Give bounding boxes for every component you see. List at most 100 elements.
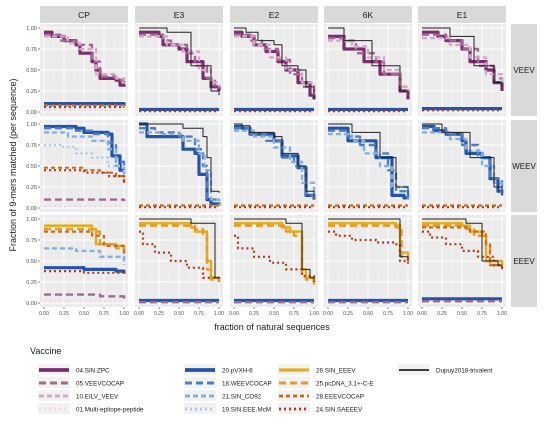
legend-label: Dupuy2018-trivalent <box>436 368 493 375</box>
series-line-10-eilv-veev <box>234 35 316 96</box>
y-tick-label: 0.75 <box>26 143 37 149</box>
series-line-dupuy2018-trivalent <box>328 123 409 196</box>
legend-label: 24.SIN.SAEEEV <box>316 407 363 414</box>
series-line-dupuy2018-trivalent <box>234 218 315 280</box>
facet-column-label: E3 <box>174 10 185 20</box>
y-axis-title: Fraction of 9-mers matched (per sequence… <box>8 78 18 251</box>
facet-strip-6k: 6K <box>324 6 412 23</box>
legend-label: 18.WEEVCOCAP <box>222 381 272 388</box>
facet-column-label: 6K <box>363 10 374 20</box>
series-line-dupuy2018-trivalent <box>328 218 409 261</box>
legend-item-04-sin-zpc: 04.SIN.ZPC <box>38 364 110 375</box>
series-line-04-sin-zpc <box>44 30 126 87</box>
x-tick-label: 0.25 <box>249 311 259 317</box>
legend-item-24-sin-saeeev: 24.SIN.SAEEEV <box>278 403 363 414</box>
series-line-21-sin-co92 <box>422 131 504 196</box>
facet-strip-veev: VEEV <box>511 24 537 116</box>
panel-weev-cp <box>40 120 128 212</box>
legend-item-18-weevcocap: 18.WEEVCOCAP <box>184 377 272 388</box>
x-tick-label: 0.75 <box>289 311 299 317</box>
y-tick-label: 0.25 <box>26 89 37 95</box>
facet-row-label: WEEV <box>512 162 536 171</box>
series-line-10-eilv-veev <box>139 35 221 87</box>
series-line-05-veevcocap <box>44 293 126 299</box>
y-tick-label: 0.75 <box>26 47 37 53</box>
series-line-10-eilv-veev <box>422 36 504 86</box>
series-line-24-sin-saeeev <box>234 234 316 282</box>
legend: Vaccine 04.SIN.ZPC 05.VEEVCOCAP 10.EILV_VEE… <box>30 346 493 414</box>
series-line-24-sin-saeeev <box>44 105 126 109</box>
panel-weev-e2 <box>230 120 318 212</box>
y-tick-label: 0.00 <box>26 110 37 116</box>
legend-label: 28.EEEVCOCAP <box>316 394 364 401</box>
legend-title: Vaccine <box>30 346 61 356</box>
x-tick-label: 0.25 <box>59 311 69 317</box>
facet-row-label: EEEV <box>513 257 535 266</box>
series-line-18-weevcocap <box>234 126 316 202</box>
legend-item-21-sin-co92: 21.SIN_CO92 <box>184 390 262 401</box>
series-line-10-eilv-veev <box>44 35 126 83</box>
facet-strip-bg <box>418 6 506 23</box>
x-tick-label: 0.50 <box>269 311 279 317</box>
x-tick-label: 0.00 <box>323 311 333 317</box>
series-line-dupuy2018-trivalent <box>422 27 503 87</box>
legend-label: 10.EILV_VEEV <box>76 394 119 401</box>
panel-veev-cp <box>40 24 128 116</box>
y-tick-label: 0.25 <box>26 185 37 191</box>
legend-item-01-multi-epitope-peptide: 01.Multi-epitope-peptide <box>38 403 144 414</box>
series-line-18-weevcocap <box>139 126 221 206</box>
x-tick-label: 0.50 <box>457 311 467 317</box>
series-line-20-pvxh-6 <box>44 266 126 274</box>
facet-column-label: E2 <box>269 10 280 20</box>
panel-veev-e3 <box>135 24 223 116</box>
facet-strip-eeev: EEEV <box>511 215 537 307</box>
x-tick-label: 0.25 <box>343 311 353 317</box>
series-line-21-sin-co92 <box>139 131 221 206</box>
x-tick-label: 0.25 <box>437 311 447 317</box>
y-tick-label: 1.00 <box>26 217 37 223</box>
series-line-28-eeevcocap <box>44 104 126 107</box>
series-line-dupuy2018-trivalent <box>422 218 503 268</box>
panel-eeev-6k <box>324 215 412 307</box>
series-line-25-pcdna-3-1-c-e <box>139 224 221 282</box>
y-tick-label: 1.00 <box>26 26 37 32</box>
legend-label: 01.Multi-epitope-peptide <box>76 407 144 414</box>
facet-strip-bg <box>324 6 412 23</box>
facet-strip-e1: E1 <box>418 6 506 23</box>
x-tick-label: 0.00 <box>229 311 239 317</box>
y-tick-label: 0.00 <box>26 206 37 212</box>
facet-strip-e2: E2 <box>230 6 318 23</box>
series-line-05-veevcocap <box>234 33 316 97</box>
x-tick-label: 0.75 <box>99 311 109 317</box>
facet-column-label: CP <box>78 10 90 20</box>
legend-label: 21.SIN_CO92 <box>222 394 262 401</box>
series-line-28-eeevcocap <box>44 230 126 255</box>
panel-weev-6k <box>324 120 412 212</box>
x-tick-label: 1.00 <box>309 311 319 317</box>
legend-label: 19.SIN.EEE.McM <box>222 407 271 414</box>
legend-item-28-eeevcocap: 28.EEEVCOCAP <box>278 390 364 401</box>
panel-veev-e2 <box>230 24 318 116</box>
legend-label: 20.pVXH-6 <box>222 368 253 375</box>
x-tick-label: 0.00 <box>39 311 49 317</box>
y-tick-label: 0.50 <box>26 68 37 74</box>
facet-row-label: VEEV <box>513 66 535 75</box>
x-tick-label: 1.00 <box>214 311 224 317</box>
series-line-dupuy2018-trivalent <box>422 123 503 196</box>
legend-label: 05.VEEVCOCAP <box>76 381 124 388</box>
series-line-24-sin-saeeev <box>139 230 221 282</box>
panel-eeev-e1 <box>418 215 506 307</box>
panel-weev-e3 <box>135 120 223 212</box>
series-line-24-sin-saeeev <box>422 230 504 268</box>
series-line-dupuy2018-trivalent <box>139 27 220 96</box>
legend-item-25-pcdna-3-1-c-e: 25.pcDNA_3.1+-C-E <box>278 377 374 388</box>
legend-item-dupuy2018-trivalent: Dupuy2018-trivalent <box>398 364 493 375</box>
legend-item-20-pvxh-6: 20.pVXH-6 <box>184 364 253 375</box>
legend-item-26-sin-eeev: 26.SIN_EEEV <box>278 364 356 375</box>
y-tick-label: 1.00 <box>26 122 37 128</box>
legend-label: 25.pcDNA_3.1+-C-E <box>316 381 374 388</box>
series-line-25-pcdna-3-1-c-e <box>44 227 126 253</box>
series-line-dupuy2018-trivalent <box>234 27 315 100</box>
legend-key-bg <box>184 390 216 401</box>
